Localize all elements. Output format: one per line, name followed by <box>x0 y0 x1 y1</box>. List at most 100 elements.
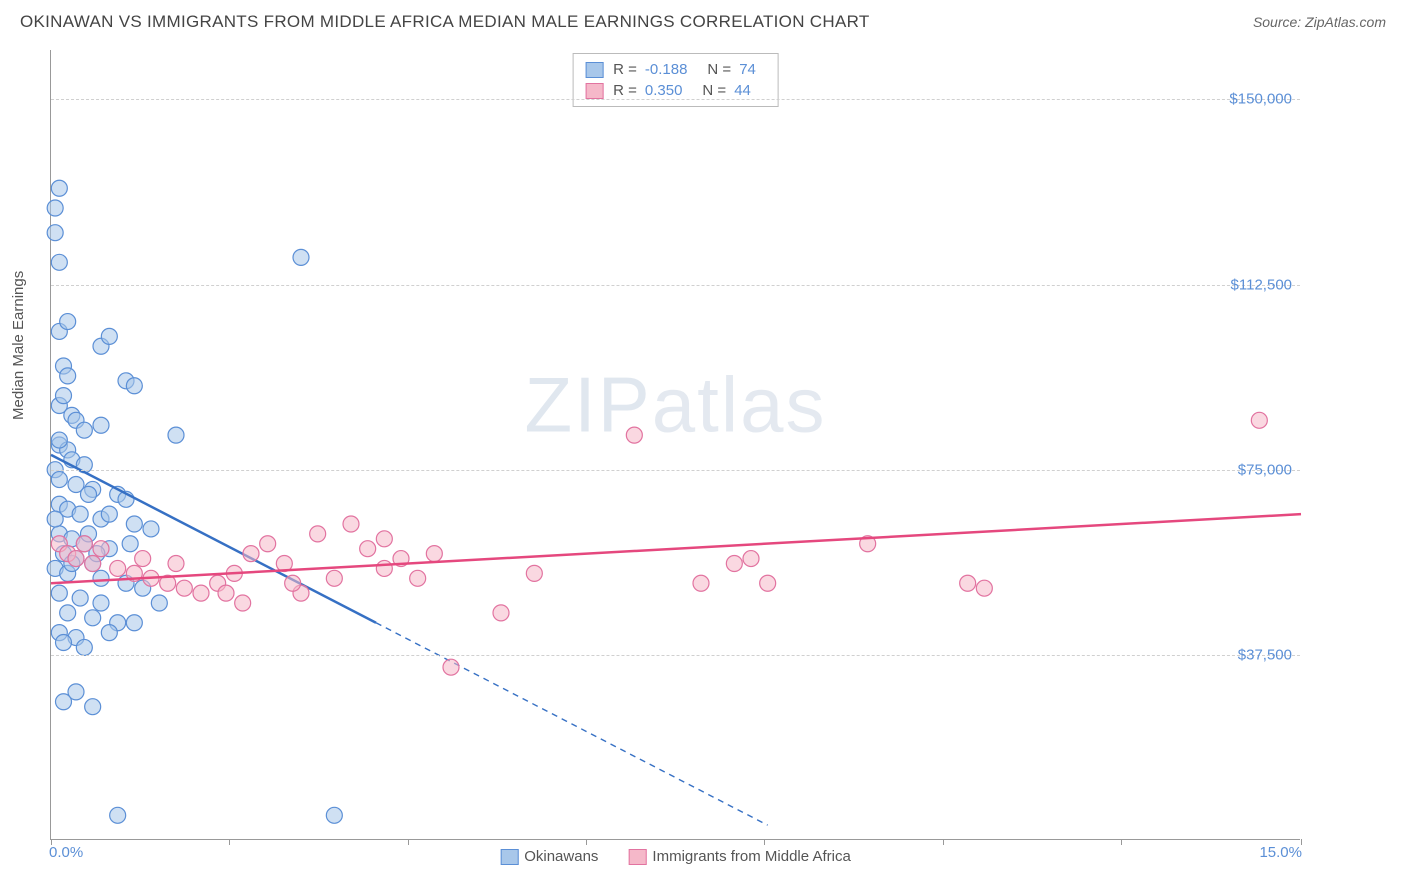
data-point <box>85 610 101 626</box>
data-point <box>285 575 301 591</box>
data-point <box>235 595 251 611</box>
data-point <box>126 516 142 532</box>
plot-svg <box>51 50 1300 839</box>
data-point <box>51 585 67 601</box>
data-point <box>960 575 976 591</box>
legend-r-value: 0.350 <box>645 82 683 99</box>
data-point <box>81 486 97 502</box>
legend-swatch <box>585 62 603 78</box>
data-point <box>56 635 72 651</box>
data-point <box>56 388 72 404</box>
data-point <box>126 378 142 394</box>
x-tick <box>51 839 52 845</box>
data-point <box>85 699 101 715</box>
data-point <box>443 659 459 675</box>
gridline <box>51 285 1300 286</box>
x-tick <box>764 839 765 845</box>
data-point <box>326 807 342 823</box>
legend-n-label: N = <box>702 82 726 99</box>
x-tick <box>586 839 587 845</box>
legend-r-label: R = <box>613 82 637 99</box>
data-point <box>122 536 138 552</box>
data-point <box>60 368 76 384</box>
data-point <box>310 526 326 542</box>
data-point <box>693 575 709 591</box>
data-point <box>93 595 109 611</box>
data-point <box>526 565 542 581</box>
data-point <box>85 556 101 572</box>
data-point <box>293 249 309 265</box>
legend-swatch <box>585 83 603 99</box>
legend-swatch <box>628 849 646 865</box>
legend-n-label: N = <box>707 61 731 78</box>
data-point <box>101 328 117 344</box>
source-attribution: Source: ZipAtlas.com <box>1253 14 1386 30</box>
legend-row: R = 0.350 N = 44 <box>585 80 766 101</box>
trend-line-dashed <box>376 623 768 825</box>
data-point <box>47 511 63 527</box>
series-label: Okinawans <box>524 848 598 865</box>
chart-title: OKINAWAN VS IMMIGRANTS FROM MIDDLE AFRIC… <box>20 12 870 32</box>
data-point <box>151 595 167 611</box>
y-tick-label: $75,000 <box>1238 461 1292 478</box>
data-point <box>110 807 126 823</box>
data-point <box>60 605 76 621</box>
data-point <box>51 180 67 196</box>
data-point <box>360 541 376 557</box>
legend-r-value: -0.188 <box>645 61 688 78</box>
data-point <box>168 427 184 443</box>
scatter-chart: ZIPatlas R =-0.188N =74R =0.350N =44 Oki… <box>50 50 1300 840</box>
data-point <box>176 580 192 596</box>
data-point <box>60 314 76 330</box>
data-point <box>493 605 509 621</box>
data-point <box>47 200 63 216</box>
data-point <box>101 625 117 641</box>
data-point <box>101 506 117 522</box>
data-point <box>626 427 642 443</box>
data-point <box>243 546 259 562</box>
data-point <box>343 516 359 532</box>
data-point <box>260 536 276 552</box>
data-point <box>376 531 392 547</box>
data-point <box>743 551 759 567</box>
data-point <box>376 560 392 576</box>
data-point <box>135 551 151 567</box>
y-axis-label: Median Male Earnings <box>10 271 27 420</box>
data-point <box>126 615 142 631</box>
data-point <box>168 556 184 572</box>
data-point <box>51 472 67 488</box>
data-point <box>93 541 109 557</box>
data-point <box>72 506 88 522</box>
data-point <box>76 639 92 655</box>
trend-line <box>51 514 1301 583</box>
x-tick <box>408 839 409 845</box>
series-legend-item: Okinawans <box>500 848 598 865</box>
data-point <box>47 225 63 241</box>
legend-swatch <box>500 849 518 865</box>
data-point <box>976 580 992 596</box>
legend-row: R =-0.188N =74 <box>585 59 766 80</box>
data-point <box>410 570 426 586</box>
data-point <box>72 590 88 606</box>
data-point <box>93 417 109 433</box>
legend-n-value: 44 <box>734 82 751 99</box>
data-point <box>426 546 442 562</box>
y-tick-label: $150,000 <box>1229 91 1292 108</box>
gridline <box>51 99 1300 100</box>
data-point <box>193 585 209 601</box>
data-point <box>93 570 109 586</box>
data-point <box>326 570 342 586</box>
legend-r-label: R = <box>613 61 637 78</box>
data-point <box>110 560 126 576</box>
y-tick-label: $112,500 <box>1231 276 1292 293</box>
data-point <box>68 551 84 567</box>
x-tick <box>1121 839 1122 845</box>
y-tick-label: $37,500 <box>1238 646 1292 663</box>
data-point <box>56 694 72 710</box>
data-point <box>218 585 234 601</box>
data-point <box>51 254 67 270</box>
series-label: Immigrants from Middle Africa <box>652 848 850 865</box>
data-point <box>76 422 92 438</box>
x-tick <box>943 839 944 845</box>
gridline <box>51 470 1300 471</box>
